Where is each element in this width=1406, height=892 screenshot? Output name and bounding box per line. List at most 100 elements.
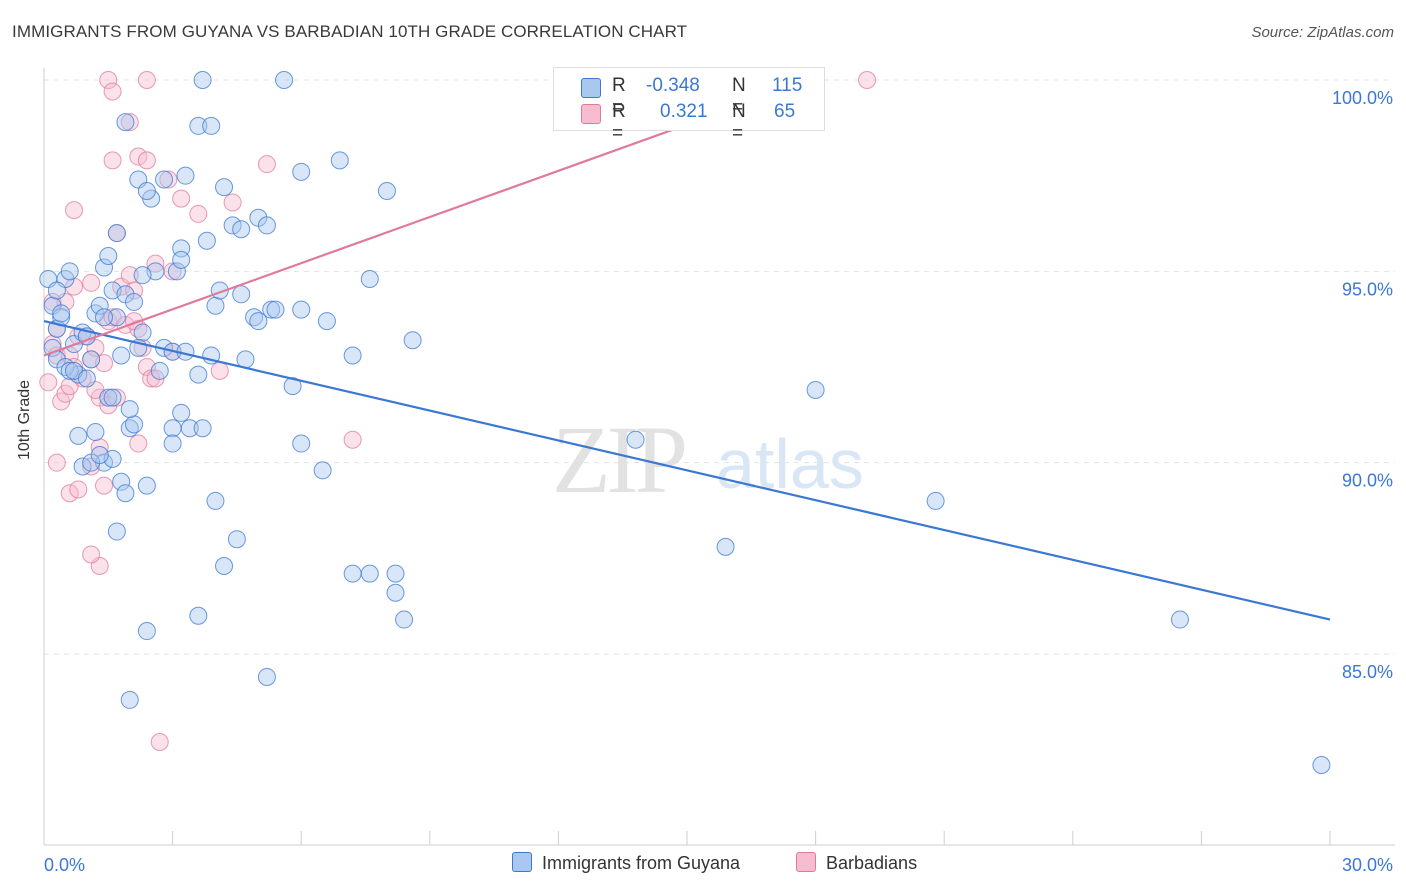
point-guyana	[95, 258, 114, 277]
point-guyana	[77, 369, 96, 388]
watermark: ZIP atlas	[552, 406, 864, 513]
point-guyana	[806, 380, 825, 399]
x-tick-label-min: 0.0%	[44, 855, 85, 875]
n-value-guyana: 115	[772, 75, 803, 96]
point-guyana	[926, 491, 945, 510]
point-guyana	[343, 346, 362, 365]
point-guyana	[215, 178, 234, 197]
point-guyana	[137, 181, 156, 200]
point-guyana	[120, 400, 139, 419]
point-guyana	[206, 491, 225, 510]
point-guyana	[716, 537, 735, 556]
source-label: Source: ZipAtlas.com	[1251, 24, 1394, 41]
point-guyana	[232, 285, 251, 304]
point-guyana	[112, 346, 131, 365]
chart-title: IMMIGRANTS FROM GUYANA VS BARBADIAN 10TH…	[12, 22, 688, 41]
point-barbadians	[159, 170, 178, 189]
point-guyana	[236, 350, 255, 369]
trend-line-guyana	[43, 320, 1331, 621]
point-barbadians	[146, 254, 165, 273]
swatch-blue	[581, 78, 601, 98]
swatch-pink	[581, 104, 601, 124]
y-tick-labels: 85.0% 90.0% 95.0% 100.0%	[1332, 88, 1393, 682]
point-barbadians	[95, 476, 114, 495]
point-guyana	[257, 667, 276, 686]
point-guyana	[313, 461, 332, 480]
point-barbadians	[343, 430, 362, 449]
point-guyana	[330, 151, 349, 170]
point-guyana	[107, 224, 126, 243]
point-guyana	[266, 300, 285, 319]
point-guyana	[60, 361, 79, 380]
point-guyana	[193, 419, 212, 438]
point-guyana	[257, 216, 276, 235]
point-barbadians	[103, 82, 122, 101]
series-guyana	[39, 71, 1331, 774]
point-guyana	[125, 292, 144, 311]
point-guyana	[95, 308, 114, 327]
point-guyana	[99, 247, 118, 266]
point-guyana	[223, 216, 242, 235]
legend-swatch-barbadians	[796, 852, 816, 872]
point-barbadians	[103, 151, 122, 170]
point-guyana	[1170, 610, 1189, 629]
y-tick-label: 100.0%	[1332, 88, 1393, 108]
r-value-barbadians: 0.321	[660, 101, 708, 122]
point-barbadians	[137, 71, 156, 89]
point-barbadians	[137, 151, 156, 170]
y-tick-label: 90.0%	[1342, 471, 1393, 491]
point-guyana	[116, 484, 135, 503]
point-guyana	[73, 457, 92, 476]
point-guyana	[189, 365, 208, 384]
point-guyana	[90, 446, 109, 465]
point-guyana	[377, 181, 396, 200]
point-guyana	[360, 269, 379, 288]
point-guyana	[215, 556, 234, 575]
point-guyana	[155, 170, 174, 189]
x-tick-label-max: 30.0%	[1342, 855, 1393, 875]
point-guyana	[292, 300, 311, 319]
point-guyana	[386, 564, 405, 583]
n-label: N =	[732, 75, 746, 118]
point-barbadians	[189, 204, 208, 223]
point-barbadians	[858, 71, 877, 89]
point-barbadians	[129, 434, 148, 453]
point-guyana	[69, 426, 88, 445]
point-guyana	[172, 403, 191, 422]
point-guyana	[107, 522, 126, 541]
point-guyana	[249, 312, 268, 331]
point-guyana	[90, 296, 109, 315]
point-guyana	[197, 231, 216, 250]
point-guyana	[125, 415, 144, 434]
point-guyana	[107, 308, 126, 327]
point-barbadians	[223, 193, 242, 212]
point-barbadians	[60, 484, 79, 503]
point-guyana	[86, 423, 105, 442]
point-guyana	[103, 388, 122, 407]
point-guyana	[82, 350, 101, 369]
legend-swatch-guyana	[512, 852, 532, 872]
y-tick-label: 85.0%	[1342, 662, 1393, 682]
point-barbadians	[257, 155, 276, 174]
point-guyana	[1312, 755, 1331, 774]
point-barbadians	[39, 373, 58, 392]
point-guyana	[176, 166, 195, 185]
point-barbadians	[129, 147, 148, 166]
point-guyana	[47, 281, 66, 300]
point-guyana	[317, 312, 336, 331]
point-guyana	[189, 116, 208, 135]
legend-label-guyana: Immigrants from Guyana	[542, 853, 741, 873]
correlation-legend: R = -0.348 N = 115 R = 0.321 N = 65	[553, 67, 825, 144]
n-label: N =	[732, 101, 746, 144]
legend-item-barbadians[interactable]: Barbadians	[796, 852, 917, 874]
point-guyana	[206, 296, 225, 315]
series-barbadians	[39, 71, 877, 752]
legend-item-guyana[interactable]: Immigrants from Guyana	[512, 852, 740, 874]
point-guyana	[292, 162, 311, 181]
point-barbadians	[99, 71, 118, 89]
point-guyana	[292, 434, 311, 453]
point-guyana	[395, 610, 414, 629]
point-guyana	[283, 377, 302, 396]
point-guyana	[133, 323, 152, 342]
